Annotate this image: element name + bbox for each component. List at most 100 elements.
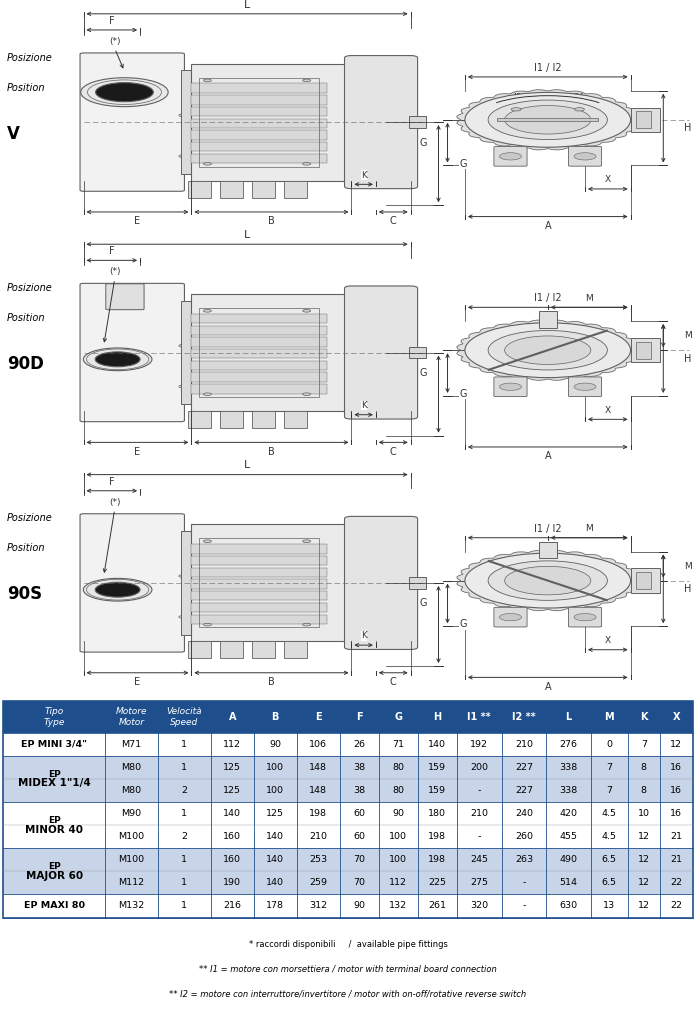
Text: 1: 1 [181,901,187,910]
Text: 100: 100 [267,785,284,795]
Bar [191,95,328,104]
Text: 10: 10 [638,809,650,818]
Text: B: B [268,446,275,457]
Text: X: X [605,406,611,415]
Text: 4.5: 4.5 [602,809,617,818]
Text: I2 **: I2 ** [512,712,536,722]
Text: M: M [585,294,593,303]
Circle shape [203,79,212,82]
Text: 112: 112 [223,739,242,749]
Text: K: K [361,171,367,179]
Bar [3,802,693,848]
Text: 21: 21 [670,855,682,864]
Bar [3,701,693,732]
Text: L: L [244,0,250,9]
Circle shape [203,393,212,395]
Text: ** I1 = motore con morsettiera / motor with terminal board connection: ** I1 = motore con morsettiera / motor w… [199,965,497,974]
Text: 420: 420 [560,809,578,818]
Circle shape [505,336,591,365]
Text: -: - [477,785,481,795]
Text: M112: M112 [118,879,145,888]
Circle shape [179,574,187,578]
Text: E: E [134,677,141,687]
Text: H: H [684,123,691,133]
Text: 227: 227 [515,785,533,795]
Bar [191,130,328,139]
Circle shape [179,155,187,158]
Text: 2: 2 [181,785,187,795]
Bar [3,701,693,918]
FancyBboxPatch shape [80,53,184,191]
Text: (*): (*) [109,267,120,276]
Bar [497,119,599,121]
Text: 259: 259 [309,879,327,888]
Bar [631,108,660,132]
Text: 490: 490 [560,855,578,864]
Text: 514: 514 [560,879,578,888]
Circle shape [95,352,140,367]
Bar [191,580,328,589]
Text: 125: 125 [223,785,242,795]
Text: 12: 12 [638,901,650,910]
Bar [409,578,426,589]
Bar [220,180,243,198]
Text: (*): (*) [109,37,120,46]
Bar [191,545,328,554]
Text: 178: 178 [267,901,284,910]
Circle shape [500,383,521,390]
Bar [220,641,243,658]
Circle shape [303,540,310,543]
Text: L: L [565,712,571,722]
Text: V: V [7,125,19,142]
Text: 159: 159 [428,785,446,795]
Text: 112: 112 [389,879,407,888]
Bar [636,342,651,358]
Text: 125: 125 [267,809,284,818]
Text: 45°: 45° [512,93,526,101]
Text: G: G [395,712,402,722]
Text: 148: 148 [309,785,327,795]
Text: K: K [361,401,367,410]
Text: Posizione: Posizione [7,283,53,293]
Text: Type: Type [44,718,65,727]
Circle shape [203,163,212,165]
Text: 38: 38 [354,785,365,795]
Text: 198: 198 [428,833,446,841]
Circle shape [179,114,187,117]
Text: 1: 1 [181,879,187,888]
Text: 0: 0 [606,739,612,749]
Text: X: X [605,636,611,645]
Text: M: M [683,331,692,340]
Text: 140: 140 [267,879,284,888]
Text: Position: Position [7,544,45,553]
Text: 1: 1 [181,763,187,772]
Circle shape [488,331,608,370]
Text: L: L [244,230,250,240]
Text: 253: 253 [309,855,327,864]
Bar [409,347,426,358]
Text: B: B [268,216,275,226]
Bar [200,78,319,167]
Text: MINOR 40: MINOR 40 [25,824,84,835]
Text: 338: 338 [560,785,578,795]
Bar [191,63,351,180]
Text: 245: 245 [470,855,488,864]
Bar [191,326,328,335]
Circle shape [203,540,212,543]
Text: EP: EP [48,816,61,825]
Text: 80: 80 [393,763,404,772]
Bar [252,641,275,658]
Bar [188,411,211,428]
Circle shape [303,79,310,82]
Text: 312: 312 [309,901,327,910]
FancyBboxPatch shape [80,514,184,652]
Text: 12: 12 [670,739,682,749]
FancyBboxPatch shape [569,377,601,396]
Text: 630: 630 [560,901,578,910]
Text: 275: 275 [470,879,488,888]
Bar [3,848,693,894]
Text: 320: 320 [470,901,489,910]
Bar [188,180,211,198]
Text: Motor: Motor [118,718,145,727]
Circle shape [574,383,596,390]
